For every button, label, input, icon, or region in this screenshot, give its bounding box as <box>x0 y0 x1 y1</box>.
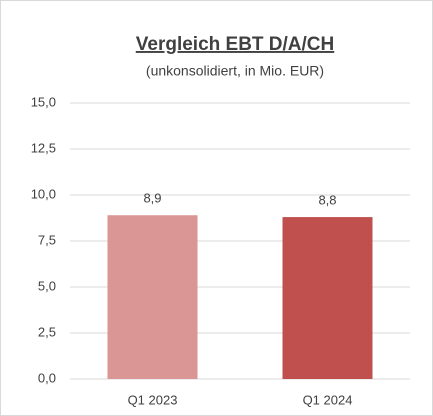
bar <box>107 215 198 379</box>
x-tick-label: Q1 2023 <box>128 392 178 407</box>
y-tick-label: 5,0 <box>38 278 56 293</box>
bar <box>282 217 373 379</box>
y-tick-label: 15,0 <box>31 94 56 109</box>
y-tick-label: 0,0 <box>38 370 56 385</box>
y-tick-label: 12,5 <box>31 140 56 155</box>
x-tick-label: Q1 2024 <box>303 392 353 407</box>
value-label: 8,8 <box>318 193 336 208</box>
y-tick-label: 2,5 <box>38 324 56 339</box>
chart-title: Vergleich EBT D/A/CH <box>136 34 335 55</box>
value-label: 8,9 <box>143 191 161 206</box>
y-tick-label: 10,0 <box>31 186 56 201</box>
chart-subtitle: (unkonsolidiert, in Mio. EUR) <box>146 63 324 79</box>
y-tick-label: 7,5 <box>38 232 56 247</box>
